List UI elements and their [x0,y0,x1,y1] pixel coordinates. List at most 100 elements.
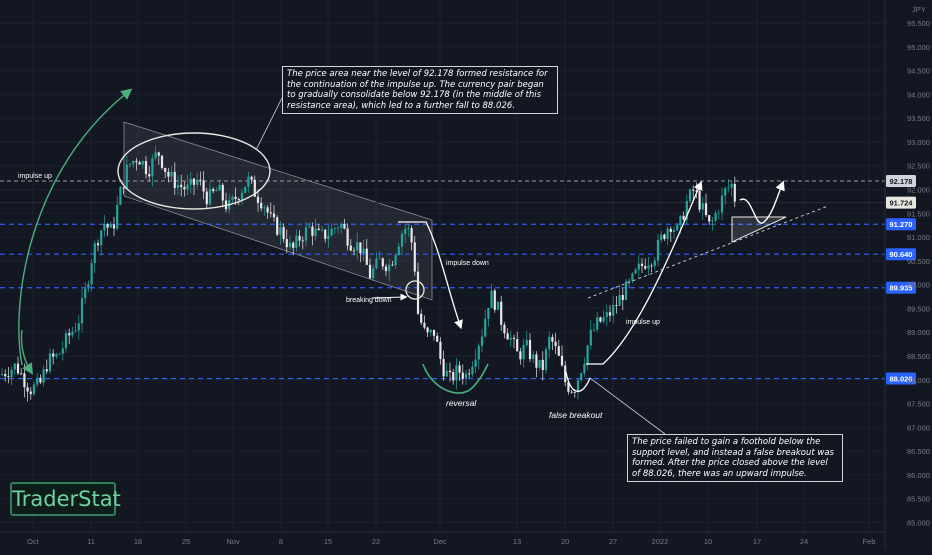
candle-body [266,207,269,213]
candle-body [324,229,327,239]
candle-body [432,329,436,336]
y-tick-label: 89.500 [907,304,930,313]
candle-body [701,203,704,210]
impulse-up-right-arrow [586,180,703,365]
false-breakout-label: false breakout [549,410,603,420]
candle-body [493,290,496,310]
candle-body [112,224,116,229]
candle-body [135,160,138,163]
candle-body [375,258,378,269]
candle-body [269,212,272,214]
candle-body [186,184,189,190]
x-tick-label: 22 [372,537,380,546]
y-tick-label: 88.000 [907,376,930,385]
candle-body [599,317,602,322]
candle-body [285,239,288,248]
reversal-label: reversal [446,398,477,408]
candle-body [39,377,42,383]
candle-body [317,228,320,230]
level-badge-label: 91.270 [890,220,913,229]
impulse-up-down-arrow [20,329,33,375]
candle-body [26,387,29,392]
level-badge-label: 91.724 [890,199,914,208]
candle-body [100,230,103,246]
candle-body [637,263,640,270]
y-tick-label: 88.500 [907,352,930,361]
y-tick-label: 85.000 [907,518,930,527]
candle-body [548,336,551,350]
candle-body [48,353,52,372]
candle-body [660,234,663,240]
y-tick-label: 86.000 [907,471,930,480]
candle-body [42,369,45,383]
traderstat-logo: TraderStat [10,482,121,516]
candle-body [567,382,570,392]
y-tick-label: 93.500 [907,114,930,123]
candle-body [36,377,39,385]
candle-body [717,212,720,214]
candle-body [516,339,519,352]
x-tick-label: 15 [324,537,332,546]
false-breakout-curve [565,371,591,392]
candle-body [192,178,196,185]
candle-body [212,188,215,192]
price-axis: JPY 95.500 95.000 94.500 94.000 93.500 93.000… [884,0,930,550]
impulse-down-arrow [398,221,463,330]
candle-body [61,348,64,354]
candle-body [250,176,253,180]
candle-body [605,312,608,318]
candle-body [208,188,212,205]
candle-body [301,240,304,242]
candle-body [80,298,84,324]
candle-body [557,346,560,356]
candle-body [394,254,397,266]
candle-body [487,307,490,319]
y-tick-label: 92.500 [907,162,930,171]
resistance-area-ellipse [117,132,271,210]
candle-body [32,384,36,395]
candle-body [240,192,244,201]
impulse-up-left-label: impulse up [18,173,52,180]
candle-body [602,317,605,322]
candle-body [535,354,538,368]
candle-body [119,187,122,205]
candle-body [624,281,628,300]
candle-body [368,264,372,279]
candle-body [378,258,381,260]
y-tick-label: 93.000 [907,138,930,147]
time-axis: Oct 11 18 25 Nov 8 15 22 Dec 13 20 27 2022 10 17 24 Feb [0,531,885,546]
channel-band [123,121,433,301]
level-badge [886,372,916,385]
candle-body [256,196,260,203]
candle-body [400,233,404,247]
candle-body [292,242,295,248]
candle-body [221,184,224,201]
candle-body [704,203,708,216]
candle-body [509,337,512,340]
level-badge-label: 92.178 [890,177,913,186]
candle-body [359,242,362,254]
candle-body [503,324,506,334]
candle-body [714,213,717,221]
x-tick-label: Dec [433,537,447,546]
candle-body [189,178,192,185]
candle-body [528,340,532,360]
reversal-curve [422,363,489,394]
candle-body [196,179,199,185]
candle-body [647,265,650,269]
candle-body [253,179,256,197]
candle-body [215,190,218,192]
candle-body [596,317,599,330]
candle-body [733,183,736,202]
candle-body [570,391,573,393]
level-badge [886,175,916,188]
candle-body [640,263,644,267]
candle-body [288,242,292,248]
candles-layer [0,145,736,402]
candle-body [372,268,375,279]
x-tick-label: Nov [226,537,240,546]
candle-body [0,373,4,376]
y-tick-label: 87.000 [907,423,930,432]
